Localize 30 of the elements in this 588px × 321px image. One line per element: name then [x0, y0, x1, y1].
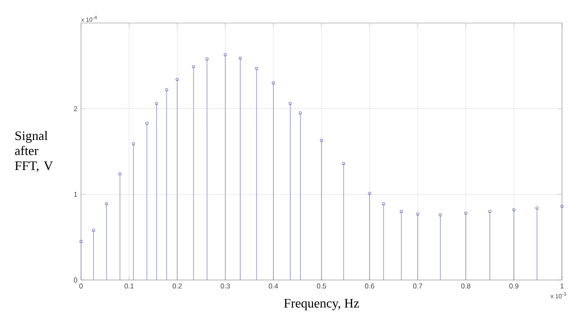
point: [132, 142, 135, 146]
point: [382, 202, 386, 206]
point: [464, 212, 468, 215]
point: [272, 81, 275, 85]
point: [92, 228, 96, 232]
point: [512, 208, 516, 212]
point: [145, 122, 148, 125]
point: [298, 111, 302, 114]
point: [165, 88, 168, 92]
point: [79, 240, 83, 243]
point: [255, 66, 258, 70]
point: [118, 172, 122, 176]
point: [176, 78, 179, 82]
point: [205, 57, 209, 61]
y-axis-title: Signal after FFT, V: [15, 130, 53, 172]
point: [154, 102, 158, 106]
point: [192, 65, 196, 68]
point: [488, 210, 492, 214]
point: [224, 53, 227, 56]
x-axis-title: Frequency, Hz: [284, 298, 359, 310]
point: [535, 206, 539, 210]
point: [104, 202, 108, 206]
point: [320, 138, 324, 142]
point: [238, 56, 242, 60]
point: [416, 212, 420, 216]
point: [288, 102, 292, 106]
point: [368, 192, 372, 196]
point: [342, 162, 346, 166]
point: [438, 213, 442, 216]
point: [400, 210, 403, 214]
